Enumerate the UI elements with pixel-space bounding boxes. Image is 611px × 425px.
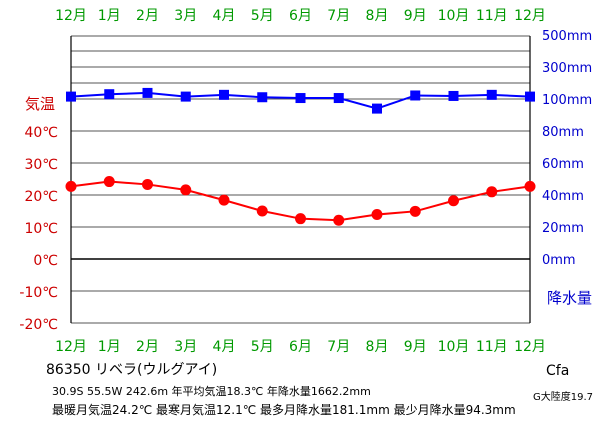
temperature-tick-label: 0℃ — [33, 253, 58, 269]
month-label-top: 1月 — [98, 8, 121, 24]
climate-class: Cfa — [546, 363, 570, 379]
month-label-top: 11月 — [476, 8, 508, 24]
temperature-point — [142, 178, 153, 190]
month-label-top: 7月 — [327, 8, 350, 24]
temperature-axis-title: 気温 — [25, 95, 55, 113]
precipitation-point — [257, 92, 268, 103]
month-label-top: 10月 — [438, 8, 470, 24]
temperature-point — [180, 184, 192, 196]
temperature-point — [409, 205, 421, 217]
temperature-point — [103, 176, 115, 188]
precipitation-tick-label: 300mm — [542, 61, 592, 76]
precipitation-tick-label: 0mm — [542, 253, 576, 268]
temperature-point — [218, 194, 230, 206]
temperature-tick-label: 40℃ — [24, 125, 58, 141]
temperature-tick-label: 20℃ — [24, 189, 58, 205]
month-label-bottom: 1月 — [98, 339, 121, 355]
temperature-point — [371, 209, 383, 221]
temperature-tick-label: -10℃ — [19, 285, 58, 301]
precipitation-point — [104, 89, 115, 100]
temperature-tick-label: 10℃ — [24, 221, 58, 237]
month-label-top: 6月 — [289, 8, 312, 24]
precipitation-point — [66, 91, 76, 102]
precipitation-point — [486, 89, 497, 100]
precipitation-point — [372, 103, 382, 114]
month-label-bottom: 8月 — [366, 339, 389, 355]
month-label-top: 2月 — [136, 8, 159, 24]
precipitation-point — [525, 91, 535, 102]
month-label-bottom: 10月 — [438, 339, 470, 355]
precipitation-tick-label: 500mm — [542, 29, 592, 44]
precipitation-tick-label: 60mm — [542, 157, 584, 172]
month-label-bottom: 11月 — [476, 339, 508, 355]
month-label-top: 8月 — [366, 8, 389, 24]
precipitation-point — [295, 93, 306, 104]
temperature-point — [295, 213, 306, 225]
temperature-point — [65, 180, 77, 192]
month-label-bottom: 7月 — [327, 339, 350, 355]
continentality-index: G大陸度19.7 — [533, 392, 594, 403]
month-label-bottom: 6月 — [289, 339, 312, 355]
precipitation-point — [180, 91, 191, 102]
climate-chart: 12月 12月 1月 1月 2月 2月 3月 3月 4月 4月 5月 5月 6月 6月 7月 7月 8月 8月 9月… — [19, 8, 592, 355]
temperature-tick-label: 30℃ — [24, 157, 58, 173]
month-label-bottom: 9月 — [404, 339, 427, 355]
precipitation-point — [142, 87, 153, 98]
month-label-bottom: 4月 — [213, 339, 236, 355]
month-label-bottom: 5月 — [251, 339, 274, 355]
month-label-bottom: 12月 — [514, 339, 546, 355]
station-stats-line1: 30.9S 55.5W 242.6m 年平均気温18.3℃ 年降水量1662.2… — [52, 385, 371, 398]
temperature-point — [333, 214, 345, 226]
precipitation-point — [410, 90, 421, 101]
temperature-point — [524, 180, 536, 192]
month-label-bottom: 12月 — [55, 339, 87, 355]
month-label-top: 3月 — [174, 8, 197, 24]
month-label-top: 4月 — [213, 8, 236, 24]
station-stats-line2: 最暖月気温24.2℃ 最寒月気温12.1℃ 最多月降水量181.1mm 最少月降… — [52, 403, 516, 417]
precipitation-tick-label: 40mm — [542, 189, 584, 204]
precipitation-point — [219, 89, 229, 100]
month-label-top: 5月 — [251, 8, 274, 24]
temperature-point — [256, 205, 268, 217]
temperature-tick-label: -20℃ — [19, 317, 58, 333]
temperature-point — [448, 195, 459, 207]
month-label-bottom: 2月 — [136, 339, 159, 355]
precipitation-axis-title: 降水量 — [547, 289, 592, 307]
precipitation-point — [448, 90, 459, 101]
temperature-point — [486, 186, 498, 198]
month-label-top: 12月 — [514, 8, 546, 24]
month-label-top: 12月 — [55, 8, 87, 24]
station-label: 86350 リベラ(ウルグアイ) — [46, 362, 218, 378]
month-label-top: 9月 — [404, 8, 427, 24]
precipitation-point — [333, 93, 344, 104]
precipitation-tick-label: 20mm — [542, 221, 584, 236]
month-label-bottom: 3月 — [174, 339, 197, 355]
precipitation-tick-label: 80mm — [542, 125, 584, 140]
precipitation-tick-label: 100mm — [542, 93, 592, 108]
